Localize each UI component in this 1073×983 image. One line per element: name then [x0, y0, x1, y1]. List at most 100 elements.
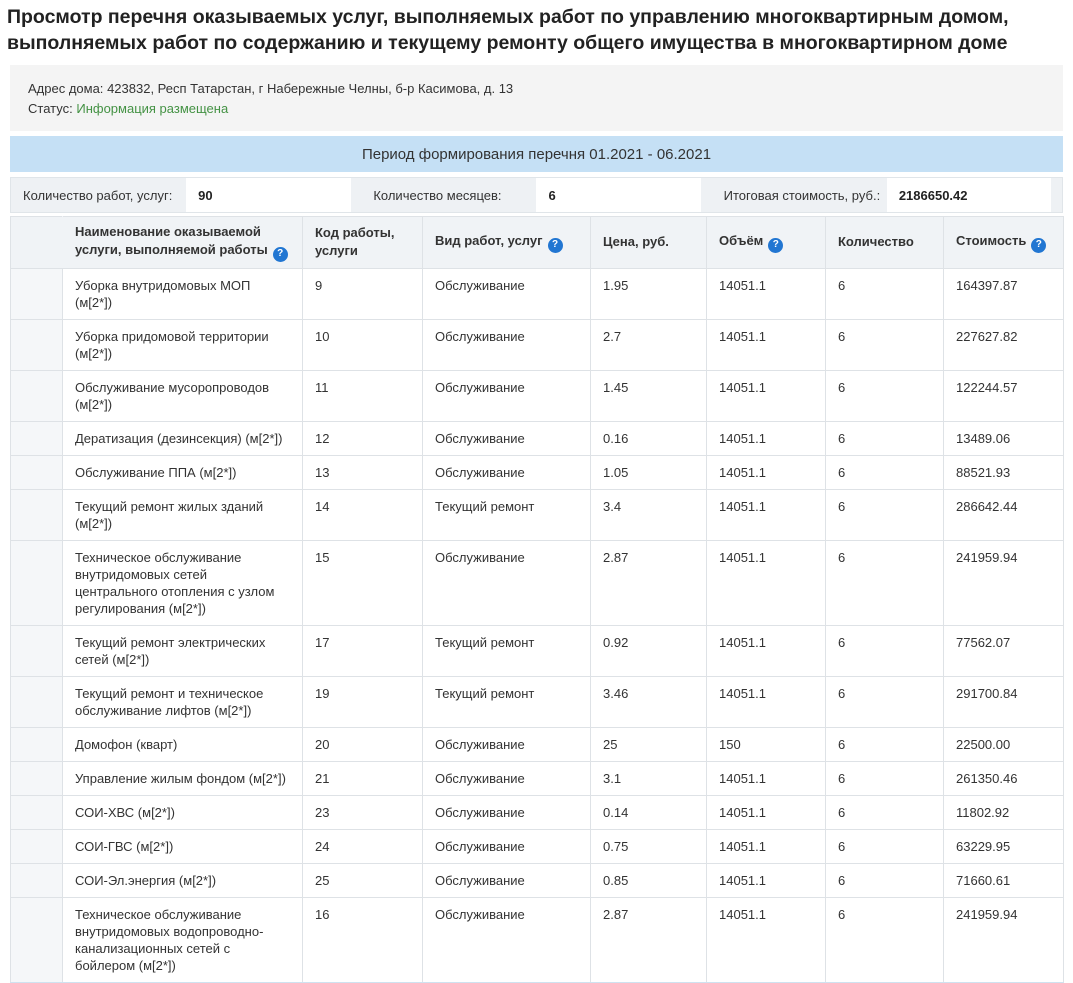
cell-count: 6: [825, 267, 944, 320]
row-spacer-cell: [10, 794, 63, 830]
table-row: Уборка внутридомовых МОП (м[2*]) 9 Обслужи…: [10, 267, 1064, 320]
cell-cost: 241959.94: [943, 539, 1064, 626]
cell-name: Уборка придомовой территории (м[2*]): [62, 318, 303, 371]
cell-price: 2.7: [590, 318, 707, 371]
cell-count: 6: [825, 420, 944, 456]
cell-code: 20: [302, 726, 423, 762]
cell-price: 1.05: [590, 454, 707, 490]
cell-price: 1.45: [590, 369, 707, 422]
cell-price: 3.46: [590, 675, 707, 728]
row-spacer-cell: [10, 539, 63, 626]
row-spacer-cell: [10, 862, 63, 898]
cell-code: 10: [302, 318, 423, 371]
row-spacer-cell: [10, 369, 63, 422]
row-spacer-cell: [10, 828, 63, 864]
cell-price: 1.95: [590, 267, 707, 320]
cell-code: 16: [302, 896, 423, 983]
cell-count: 6: [825, 760, 944, 796]
cell-type: Текущий ремонт: [422, 675, 591, 728]
summary-field-total-cost: Итоговая стоимость, руб.: 2186650.42: [712, 178, 1062, 212]
table-row: Уборка придомовой территории (м[2*]) 10 Об…: [10, 318, 1064, 371]
table-row: Техническое обслуживание внутридомовых с…: [10, 539, 1064, 626]
help-icon[interactable]: ?: [1031, 237, 1047, 253]
page-title: Просмотр перечня оказываемых услуг, выпо…: [7, 6, 1009, 54]
period-band: Период формирования перечня 01.2021 - 06…: [10, 136, 1063, 172]
cell-code: 24: [302, 828, 423, 864]
cell-cost: 13489.06: [943, 420, 1064, 456]
help-icon[interactable]: ?: [768, 237, 784, 253]
table-row: СОИ-Эл.энергия (м[2*]) 25 Обслуживание 0.85…: [10, 862, 1064, 898]
cell-code: 23: [302, 794, 423, 830]
cell-price: 0.85: [590, 862, 707, 898]
cell-type: Обслуживание: [422, 267, 591, 320]
summary-field-works-count: Количество работ, услуг: 90: [11, 178, 361, 212]
house-info-block: Адрес дома: 423832, Респ Татарстан, г На…: [10, 65, 1063, 131]
total-cost-value: 2186650.42: [886, 178, 1052, 212]
cell-count: 6: [825, 488, 944, 541]
cell-count: 6: [825, 539, 944, 626]
cell-code: 13: [302, 454, 423, 490]
cell-type: Обслуживание: [422, 420, 591, 456]
cell-count: 6: [825, 675, 944, 728]
table-row: Домофон (кварт) 20 Обслуживание 25 150 6 22500…: [10, 726, 1064, 762]
header-spacer-cell: [10, 216, 63, 269]
cell-count: 6: [825, 624, 944, 677]
cell-cost: 22500.00: [943, 726, 1064, 762]
row-spacer-cell: [10, 760, 63, 796]
column-header-label: Стоимость: [956, 233, 1027, 248]
column-header-label: Объём: [719, 233, 764, 248]
cell-name: Уборка внутридомовых МОП (м[2*]): [62, 267, 303, 320]
column-header-count: Количество: [825, 216, 944, 269]
period-title: Период формирования перечня 01.2021 - 06…: [361, 145, 712, 163]
cell-price: 0.16: [590, 420, 707, 456]
cell-volume: 150: [706, 726, 826, 762]
row-spacer-cell: [10, 488, 63, 541]
cell-price: 0.92: [590, 624, 707, 677]
table-row: Текущий ремонт электрических сетей (м[2*…: [10, 624, 1064, 677]
address-value: 423832, Респ Татарстан, г Набережные Чел…: [107, 81, 514, 96]
cell-type: Обслуживание: [422, 454, 591, 490]
column-header-label: Цена, руб.: [603, 234, 669, 250]
services-table: Наименование оказываемой услуги, выполня…: [10, 216, 1064, 983]
cell-cost: 261350.46: [943, 760, 1064, 796]
cell-cost: 63229.95: [943, 828, 1064, 864]
row-spacer-cell: [10, 318, 63, 371]
cell-volume: 14051.1: [706, 369, 826, 422]
cell-count: 6: [825, 726, 944, 762]
help-icon[interactable]: ?: [547, 237, 563, 253]
cell-type: Обслуживание: [422, 862, 591, 898]
column-header-type: Вид работ, услуг?: [422, 216, 591, 269]
cell-volume: 14051.1: [706, 794, 826, 830]
cell-price: 0.14: [590, 794, 707, 830]
cell-volume: 14051.1: [706, 675, 826, 728]
cell-volume: 14051.1: [706, 896, 826, 983]
table-row: Текущий ремонт и техническое обслуживани…: [10, 675, 1064, 728]
column-header-code: Код работы, услуги: [302, 216, 423, 269]
status-line: Статус: Информация размещена: [28, 99, 1045, 119]
row-spacer-cell: [10, 675, 63, 728]
cell-type: Обслуживание: [422, 726, 591, 762]
cell-type: Обслуживание: [422, 318, 591, 371]
table-body: Уборка внутридомовых МОП (м[2*]) 9 Обслужи…: [10, 267, 1064, 983]
table-row: Обслуживание мусоропроводов (м[2*]) 11 Обс…: [10, 369, 1064, 422]
cell-name: Техническое обслуживание внутридомовых в…: [62, 896, 303, 983]
works-count-label: Количество работ, услуг:: [23, 187, 173, 203]
cell-name: Обслуживание ППА (м[2*]): [62, 454, 303, 490]
help-icon[interactable]: ?: [272, 246, 288, 262]
cell-price: 25: [590, 726, 707, 762]
works-count-value: 90: [186, 178, 351, 212]
cell-type: Обслуживание: [422, 794, 591, 830]
row-spacer-cell: [10, 267, 63, 320]
cell-price: 0.75: [590, 828, 707, 864]
cell-name: СОИ-ХВС (м[2*]): [62, 794, 303, 830]
column-header-label: Количество: [838, 234, 914, 250]
cell-code: 11: [302, 369, 423, 422]
cell-count: 6: [825, 828, 944, 864]
cell-cost: 88521.93: [943, 454, 1064, 490]
cell-count: 6: [825, 369, 944, 422]
total-cost-label: Итоговая стоимость, руб.:: [723, 187, 881, 203]
table-row: Обслуживание ППА (м[2*]) 13 Обслуживание 1.…: [10, 454, 1064, 490]
cell-volume: 14051.1: [706, 420, 826, 456]
cell-cost: 291700.84: [943, 675, 1064, 728]
status-value: Информация размещена: [76, 101, 229, 116]
